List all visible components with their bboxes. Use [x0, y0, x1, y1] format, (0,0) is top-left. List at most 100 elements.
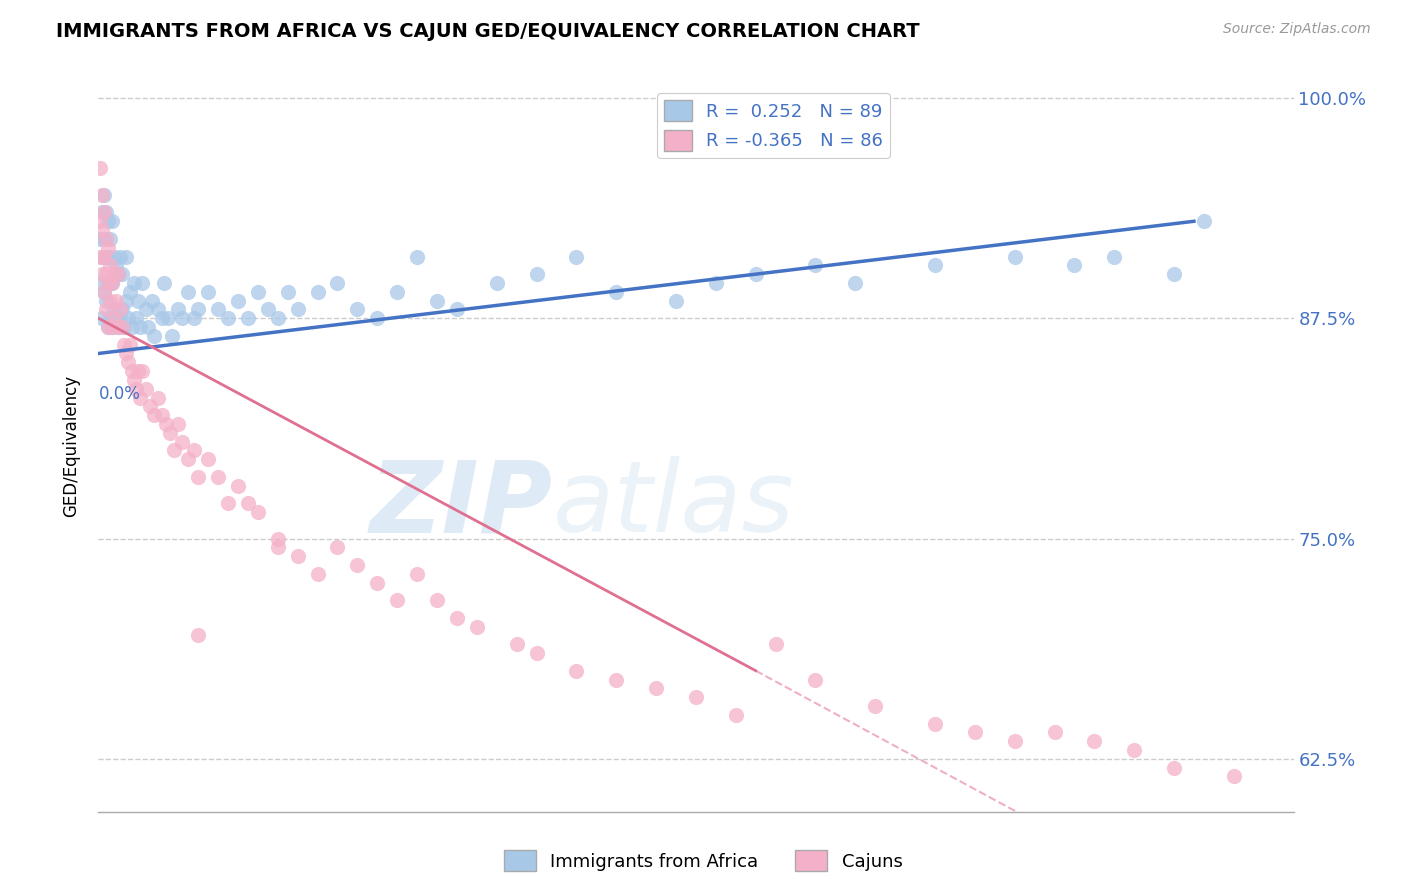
Point [183, 311, 205, 326]
Point [96, 205, 118, 219]
Point [148, 391, 170, 405]
Point [117, 311, 139, 326]
Point [745, 267, 768, 281]
Point [98, 232, 122, 246]
Point [226, 293, 249, 308]
Point [97, 276, 120, 290]
Point [326, 276, 349, 290]
Point [131, 364, 153, 378]
Point [159, 425, 181, 440]
Point [246, 285, 269, 299]
Point [98, 258, 122, 272]
Point [101, 320, 124, 334]
Point [91, 250, 114, 264]
Point [177, 285, 200, 299]
Point [326, 541, 349, 555]
Point [167, 302, 190, 317]
Point [124, 373, 146, 387]
Point [226, 478, 249, 492]
Point [143, 408, 166, 422]
Point [121, 364, 143, 378]
Point [103, 311, 125, 326]
Point [112, 337, 135, 351]
Point [105, 311, 128, 326]
Point [91, 187, 114, 202]
Point [111, 320, 134, 334]
Point [605, 285, 627, 299]
Point [1192, 214, 1215, 228]
Point [246, 505, 269, 519]
Point [1163, 761, 1185, 775]
Point [91, 223, 114, 237]
Text: Source: ZipAtlas.com: Source: ZipAtlas.com [1223, 22, 1371, 37]
Legend: R =  0.252   N = 89, R = -0.365   N = 86: R = 0.252 N = 89, R = -0.365 N = 86 [657, 93, 890, 158]
Point [107, 320, 129, 334]
Point [115, 250, 138, 264]
Point [287, 302, 309, 317]
Text: ZIP: ZIP [370, 456, 553, 553]
Text: atlas: atlas [553, 456, 794, 553]
Point [93, 250, 115, 264]
Point [217, 311, 239, 326]
Point [157, 311, 180, 326]
Point [101, 276, 124, 290]
Point [97, 320, 120, 334]
Point [267, 541, 290, 555]
Point [105, 258, 128, 272]
Point [103, 250, 125, 264]
Point [93, 232, 115, 246]
Point [406, 250, 429, 264]
Point [89, 276, 111, 290]
Point [107, 320, 129, 334]
Point [91, 311, 114, 326]
Point [446, 302, 468, 317]
Point [665, 293, 688, 308]
Point [112, 320, 135, 334]
Point [406, 566, 429, 581]
Point [446, 611, 468, 625]
Point [101, 320, 124, 334]
Point [135, 382, 157, 396]
Point [267, 532, 290, 546]
Point [183, 443, 205, 458]
Point [197, 285, 219, 299]
Point [120, 285, 142, 299]
Point [153, 276, 176, 290]
Point [963, 725, 986, 739]
Point [172, 434, 194, 449]
Point [107, 267, 129, 281]
Point [565, 250, 588, 264]
Point [366, 311, 388, 326]
Point [115, 346, 138, 360]
Point [1043, 725, 1066, 739]
Point [131, 276, 153, 290]
Point [91, 267, 114, 281]
Point [385, 285, 409, 299]
Point [187, 302, 209, 317]
Point [125, 382, 148, 396]
Point [307, 285, 329, 299]
Point [724, 707, 747, 722]
Point [97, 214, 120, 228]
Point [103, 267, 125, 281]
Point [187, 470, 209, 484]
Point [98, 293, 122, 308]
Point [129, 391, 152, 405]
Point [526, 267, 548, 281]
Point [96, 250, 118, 264]
Point [115, 293, 138, 308]
Point [645, 681, 668, 696]
Point [1223, 769, 1246, 783]
Point [110, 250, 132, 264]
Point [346, 558, 368, 572]
Point [124, 276, 146, 290]
Point [844, 276, 866, 290]
Point [89, 214, 111, 228]
Point [136, 320, 159, 334]
Point [187, 628, 209, 642]
Point [804, 673, 827, 687]
Point [111, 267, 134, 281]
Point [96, 302, 118, 317]
Point [924, 716, 946, 731]
Point [1123, 743, 1146, 757]
